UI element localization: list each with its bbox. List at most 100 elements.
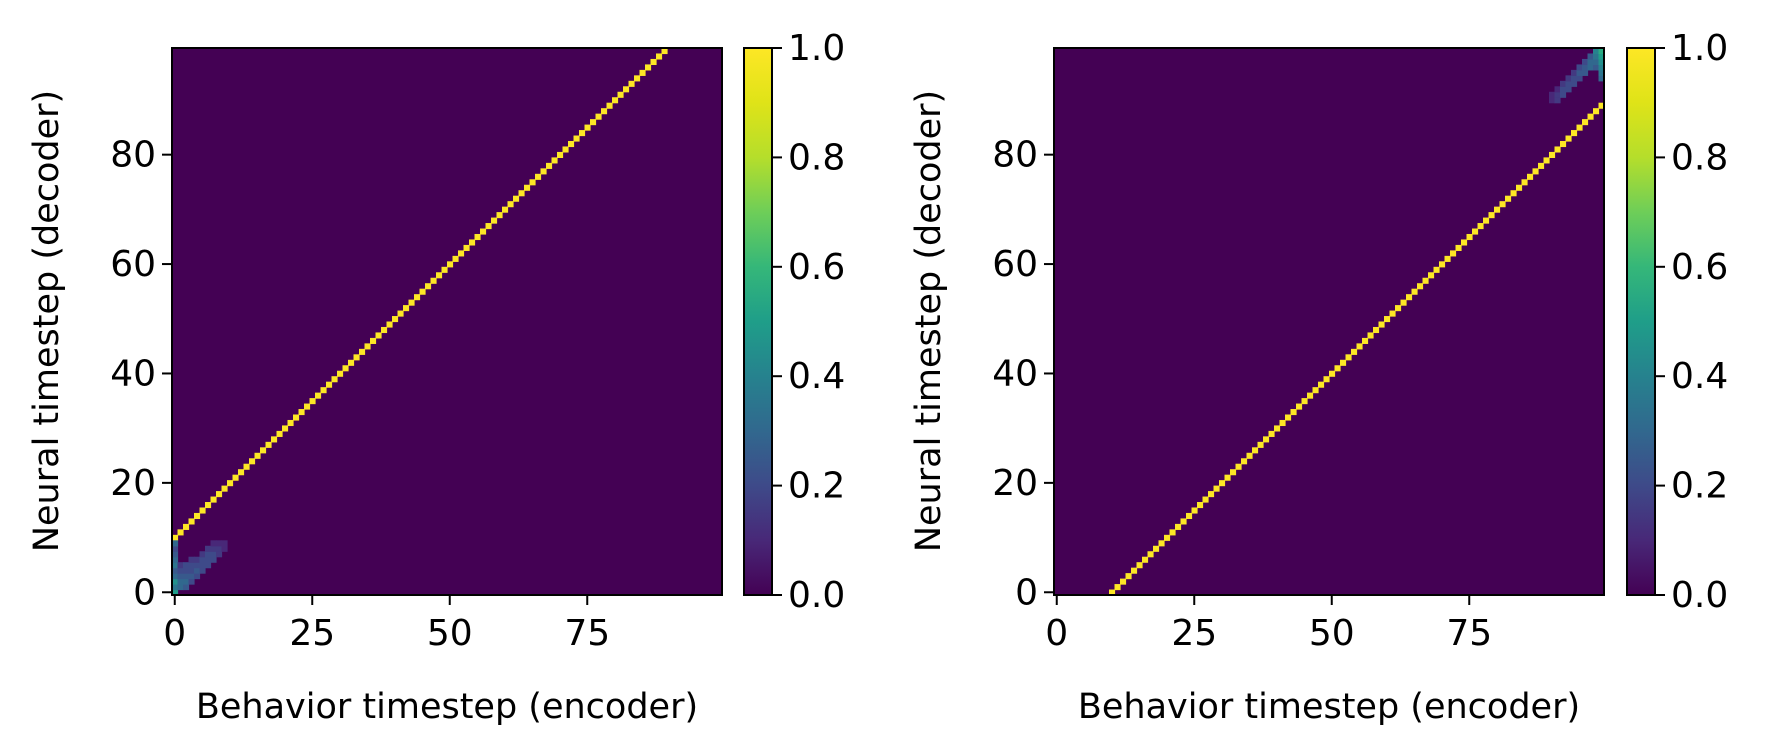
heatmap-cell bbox=[1587, 58, 1594, 66]
heatmap-cell bbox=[199, 567, 206, 574]
heatmap-cell bbox=[205, 556, 212, 563]
heatmap-cell bbox=[183, 567, 190, 574]
heatmap-cell bbox=[271, 436, 278, 443]
heatmap-cell bbox=[463, 244, 470, 251]
heatmap-cell bbox=[634, 75, 641, 82]
heatmap-cell bbox=[1554, 86, 1561, 93]
heatmap-cell bbox=[1598, 58, 1605, 66]
x-tick-label: 50 bbox=[1309, 613, 1355, 654]
heatmap-cell bbox=[562, 146, 569, 153]
heatmap-cell bbox=[403, 305, 410, 312]
y-tick-label: 80 bbox=[110, 135, 156, 176]
heatmap-cell bbox=[1411, 288, 1418, 295]
heatmap-cell bbox=[452, 255, 459, 262]
heatmap-cell bbox=[205, 562, 212, 569]
heatmap-cell bbox=[1455, 244, 1462, 251]
y-axis-label: Neural timestep (decoder) bbox=[27, 90, 67, 552]
heatmap-cell bbox=[1263, 436, 1270, 443]
heatmap-cell bbox=[557, 151, 564, 158]
heatmap-cells bbox=[1054, 48, 1605, 596]
heatmap-cell bbox=[1598, 48, 1605, 55]
heatmap-cell bbox=[1549, 151, 1556, 158]
heatmap-cell bbox=[199, 562, 206, 569]
heatmap-cell bbox=[1356, 343, 1363, 350]
heatmap-cell bbox=[546, 162, 553, 169]
heatmap-cell bbox=[1439, 261, 1446, 268]
heatmap-cell bbox=[1378, 321, 1385, 328]
heatmap-cell bbox=[1554, 146, 1561, 153]
heatmap-cell bbox=[1257, 441, 1264, 448]
x-tick-label: 25 bbox=[1171, 613, 1217, 654]
x-tick-label: 50 bbox=[427, 613, 473, 654]
heatmap-cell bbox=[425, 283, 432, 290]
heatmap-cell bbox=[606, 102, 613, 109]
heatmap-cell bbox=[1554, 91, 1561, 98]
y-tick-label: 40 bbox=[992, 353, 1038, 394]
heatmap-cell bbox=[183, 573, 190, 580]
heatmap-cell bbox=[199, 556, 206, 563]
heatmap-cell bbox=[183, 578, 190, 585]
heatmap-cell bbox=[221, 540, 228, 547]
heatmap-cell bbox=[1340, 359, 1347, 366]
heatmap-cell bbox=[1571, 80, 1578, 87]
heatmap-cell bbox=[1384, 316, 1391, 323]
heatmap-cell bbox=[304, 403, 311, 410]
heatmap-cell bbox=[1136, 562, 1143, 569]
heatmap-cell bbox=[551, 157, 558, 164]
heatmap-cell bbox=[458, 250, 465, 257]
heatmap-panel-1: 0 25 50 75 0 20 40 60 80 Behavior timestep (enc… bbox=[27, 28, 845, 727]
heatmap-cell bbox=[1488, 212, 1495, 219]
heatmap-cell bbox=[1543, 157, 1550, 164]
heatmap-cell bbox=[480, 228, 487, 235]
heatmap-cell bbox=[359, 348, 366, 355]
heatmap-cell bbox=[397, 310, 404, 317]
heatmap-cell bbox=[194, 512, 201, 520]
colorbar-tick-label: 0.8 bbox=[788, 137, 845, 178]
heatmap-cell bbox=[1571, 75, 1578, 82]
heatmap-cell bbox=[194, 573, 201, 580]
heatmap-cell bbox=[568, 140, 575, 148]
heatmap-cell bbox=[210, 551, 217, 558]
heatmap-cell bbox=[1593, 48, 1600, 55]
heatmap-cell bbox=[650, 58, 657, 66]
heatmap-cell bbox=[337, 370, 344, 377]
heatmap-cell bbox=[485, 223, 492, 230]
y-axis-ticks: 0 20 40 60 80 bbox=[110, 135, 172, 613]
heatmap-cell bbox=[524, 184, 531, 191]
heatmap-cell bbox=[1389, 310, 1396, 317]
heatmap-cell bbox=[1576, 124, 1583, 131]
heatmap-cell bbox=[1499, 201, 1506, 208]
heatmap-cell bbox=[1576, 69, 1583, 76]
heatmap-cell bbox=[331, 376, 338, 383]
x-axis-label: Behavior timestep (encoder) bbox=[196, 687, 698, 727]
heatmap-cell bbox=[177, 529, 184, 536]
heatmap-cell bbox=[1241, 458, 1248, 465]
heatmap-cell bbox=[1367, 332, 1374, 339]
heatmap-cell bbox=[1406, 294, 1413, 301]
heatmap-cell bbox=[1593, 64, 1600, 71]
heatmap-cell bbox=[1191, 507, 1198, 514]
y-tick-label: 20 bbox=[110, 463, 156, 504]
heatmap-cell bbox=[1598, 69, 1605, 76]
heatmap-cell bbox=[1345, 354, 1352, 361]
heatmap-cell bbox=[1362, 337, 1369, 344]
heatmap-cell bbox=[579, 130, 586, 137]
heatmap-cell bbox=[1516, 184, 1523, 191]
heatmap-cell bbox=[1175, 523, 1182, 530]
heatmap-cell bbox=[392, 316, 399, 323]
heatmap-cell bbox=[1197, 502, 1204, 509]
heatmap-cell bbox=[172, 545, 179, 552]
heatmap-cell bbox=[661, 48, 668, 55]
heatmap-cell bbox=[172, 540, 179, 547]
heatmap-cell bbox=[315, 392, 322, 399]
heatmap-cell bbox=[210, 540, 217, 547]
heatmap-cell bbox=[238, 469, 245, 476]
heatmap-cell bbox=[326, 381, 333, 388]
heatmap-cell bbox=[183, 584, 190, 591]
heatmap-cell bbox=[1235, 463, 1242, 470]
heatmap-cell bbox=[1483, 217, 1490, 224]
heatmap-cell bbox=[496, 212, 503, 219]
heatmap-cell bbox=[227, 480, 234, 487]
y-axis-ticks: 0 20 40 60 80 bbox=[992, 135, 1054, 613]
heatmap-cell bbox=[1565, 80, 1572, 87]
